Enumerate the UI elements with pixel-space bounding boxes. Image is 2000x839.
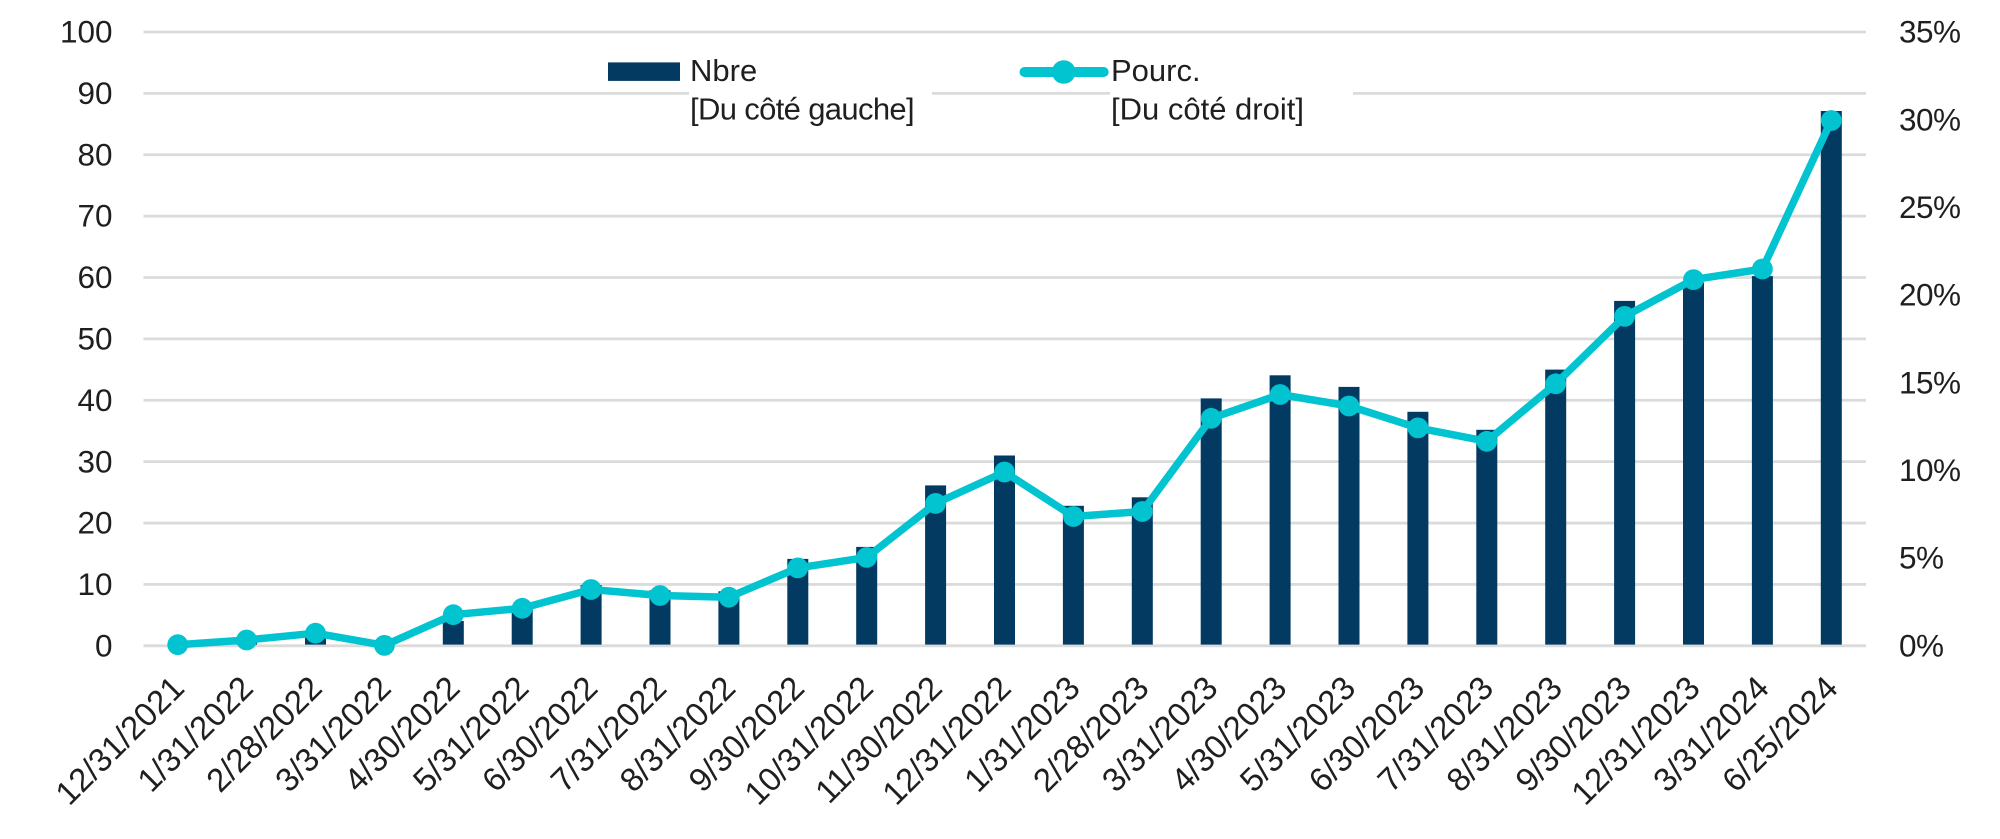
svg-text:60: 60	[77, 259, 112, 295]
svg-text:70: 70	[77, 198, 112, 234]
svg-text:15%: 15%	[1899, 364, 1961, 400]
svg-text:20%: 20%	[1899, 277, 1961, 313]
svg-text:10: 10	[77, 566, 112, 602]
svg-text:Pourc.: Pourc.	[1111, 53, 1201, 88]
svg-text:5%: 5%	[1899, 540, 1944, 576]
svg-text:[Du côté droit]: [Du côté droit]	[1111, 92, 1304, 127]
svg-text:0: 0	[95, 627, 113, 663]
svg-text:35%: 35%	[1899, 14, 1961, 50]
svg-text:25%: 25%	[1899, 189, 1961, 225]
svg-text:20: 20	[77, 505, 112, 541]
svg-text:80: 80	[77, 136, 112, 172]
svg-text:40: 40	[77, 382, 112, 418]
svg-text:Nbre: Nbre	[690, 53, 757, 88]
svg-text:50: 50	[77, 321, 112, 357]
svg-text:100: 100	[60, 14, 113, 50]
svg-text:[Du côté gauche]: [Du côté gauche]	[690, 92, 914, 127]
svg-text:0%: 0%	[1899, 627, 1944, 663]
svg-text:90: 90	[77, 75, 112, 111]
svg-text:10%: 10%	[1899, 452, 1961, 488]
svg-text:30: 30	[77, 443, 112, 479]
svg-text:30%: 30%	[1899, 101, 1961, 137]
